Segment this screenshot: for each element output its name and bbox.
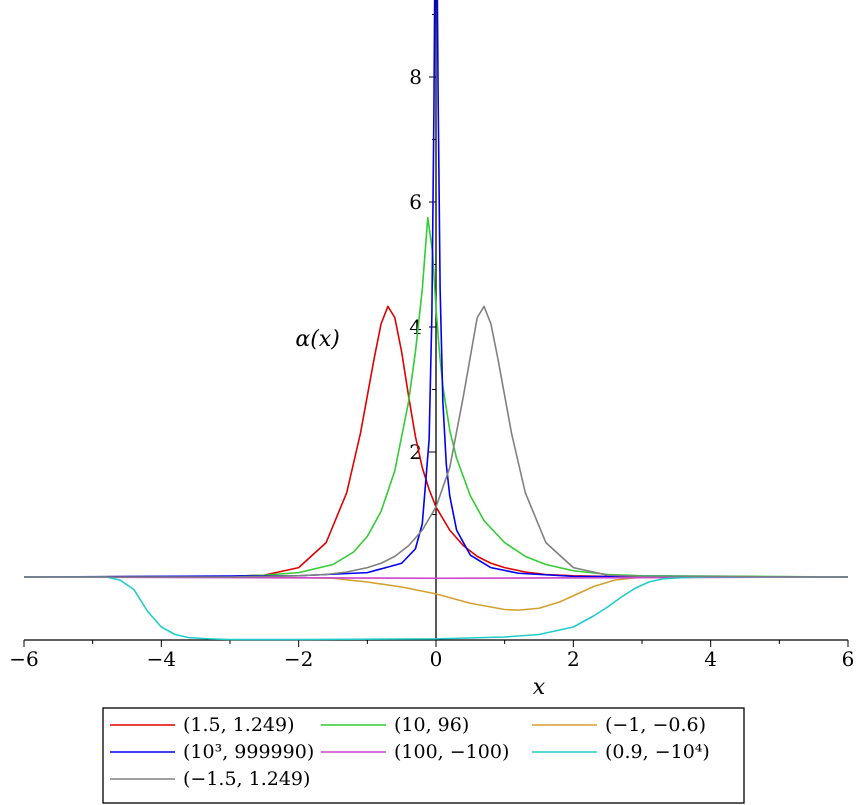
x-tick-label: −6	[9, 647, 38, 671]
legend-label: (−1.5, 1.249)	[183, 768, 310, 790]
y-tick-label: 8	[409, 65, 422, 89]
legend-label: (10³, 999990)	[183, 741, 314, 763]
x-tick-label: −2	[284, 647, 313, 671]
series-line-7	[24, 305, 848, 578]
axes: −6−4−20246246810	[9, 0, 854, 671]
legend-box	[102, 707, 745, 804]
legend: (1.5, 1.249) (10, 96) (−1, −0.6) (10³, 9999…	[102, 707, 745, 804]
legend-label: (100, −100)	[394, 741, 509, 763]
x-tick-label: −4	[147, 647, 176, 671]
series-line-4	[24, 0, 848, 578]
legend-label: (1.5, 1.249)	[183, 714, 295, 736]
series-line-3	[24, 576, 848, 611]
series-layer	[24, 0, 848, 641]
series-line-2	[24, 216, 848, 578]
y-tick-label: 6	[409, 190, 422, 214]
y-axis-title: α(x)	[295, 327, 339, 352]
y-tick-label: 4	[409, 315, 422, 339]
legend-label: (10, 96)	[394, 714, 469, 736]
x-tick-label: 0	[430, 647, 443, 671]
x-tick-label: 2	[567, 647, 580, 671]
legend-label: (−1, −0.6)	[605, 714, 706, 736]
x-axis-title: x	[533, 675, 546, 700]
series-line-6	[24, 576, 848, 641]
y-tick-label: 2	[409, 440, 422, 464]
x-tick-label: 4	[704, 647, 717, 671]
x-tick-label: 6	[842, 647, 855, 671]
legend-label: (0.9, −10⁴)	[605, 741, 710, 763]
series-line-1	[24, 305, 848, 578]
